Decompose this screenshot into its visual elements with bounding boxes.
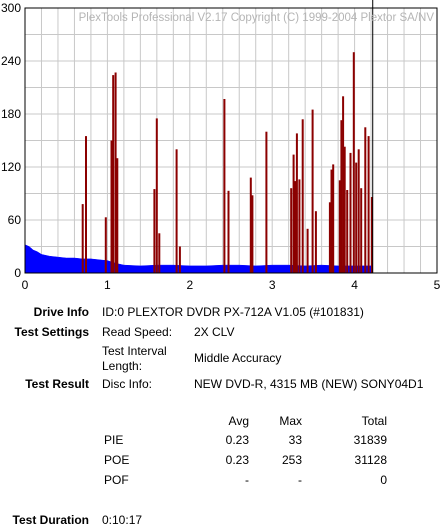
disc-info-value: NEW DVD-R, 4315 MB (NEW) SONY04D1 xyxy=(194,377,424,391)
poe-bar xyxy=(249,177,252,273)
row-pof-max: - xyxy=(298,473,302,487)
row-pie-name: PIE xyxy=(104,433,124,447)
x-tick-label: 0 xyxy=(22,278,29,292)
y-tick-label: 120 xyxy=(1,160,21,174)
row-pof-total: 0 xyxy=(380,473,387,487)
disc-info-label: Disc Info: xyxy=(102,377,153,391)
poe-bar xyxy=(314,211,317,273)
read-speed-value: 2X CLV xyxy=(194,325,235,339)
poe-bar xyxy=(352,52,355,274)
poe-bar xyxy=(343,146,346,273)
x-tick-label: 4 xyxy=(351,278,358,292)
poe-bar xyxy=(357,149,360,273)
chart-watermark: PlexTools Professional V2.17 Copyright (… xyxy=(79,12,435,24)
poe-bar xyxy=(328,202,331,273)
poe-bar xyxy=(360,188,363,273)
y-tick-label: 60 xyxy=(8,213,22,227)
poe-bar xyxy=(223,99,226,273)
poe-bar xyxy=(114,72,117,273)
poe-bar xyxy=(370,197,373,273)
test-duration-label: Test Duration xyxy=(12,513,89,527)
y-tick-label: 240 xyxy=(1,54,21,68)
test-interval-value: Middle Accuracy xyxy=(194,351,282,365)
poe-bar xyxy=(227,190,230,273)
poe-bar xyxy=(251,195,254,273)
x-tick-label: 3 xyxy=(269,278,276,292)
row-poe-max: 253 xyxy=(281,453,302,467)
y-tick-label: 180 xyxy=(1,107,21,121)
col-header-max: Max xyxy=(279,414,302,428)
row-pie-total: 31839 xyxy=(353,433,387,447)
poe-bar xyxy=(346,190,349,273)
poe-bar xyxy=(81,204,84,273)
row-pie-avg: 0.23 xyxy=(225,433,249,447)
poe-bar xyxy=(330,169,333,273)
poe-bar xyxy=(295,133,298,273)
y-tick-label: 300 xyxy=(1,1,21,15)
poe-bar xyxy=(153,189,156,273)
poe-bar xyxy=(178,246,181,273)
poe-bar xyxy=(349,152,352,273)
test-duration-value: 0:10:17 xyxy=(102,513,143,527)
row-pie-max: 33 xyxy=(288,433,302,447)
test-interval-label-line2: Length: xyxy=(102,359,143,373)
poe-bar xyxy=(367,136,370,273)
row-poe-avg: 0.23 xyxy=(225,453,249,467)
poe-bar xyxy=(301,119,304,273)
col-header-avg: Avg xyxy=(228,414,249,428)
x-tick-label: 1 xyxy=(104,278,111,292)
poe-bar xyxy=(355,162,358,273)
poe-bar xyxy=(292,154,295,273)
test-interval-label-line1: Test Interval xyxy=(102,344,167,358)
x-tick-label: 5 xyxy=(434,278,441,292)
poe-bar xyxy=(364,127,367,274)
scan-chart: PlexTools Professional V2.17 Copyright (… xyxy=(1,0,441,292)
poe-bar xyxy=(265,131,268,273)
row-poe-total: 31128 xyxy=(354,453,387,467)
y-tick-label: 0 xyxy=(14,266,21,280)
poe-bar xyxy=(311,109,314,273)
test-result-label: Test Result xyxy=(25,377,89,391)
poe-bar xyxy=(340,120,343,273)
y-tick-labels: 0 60 120 180 240 300 xyxy=(1,1,21,280)
poe-bar xyxy=(332,164,335,273)
x-tick-labels: 0 1 2 3 4 5 xyxy=(22,278,441,292)
x-tick-label: 2 xyxy=(186,278,193,292)
drive-info-value: ID:0 PLEXTOR DVDR PX-712A V1.05 (#101831… xyxy=(102,305,364,319)
poe-bar xyxy=(155,118,158,274)
poe-bar xyxy=(116,158,119,273)
poe-bar xyxy=(338,180,341,274)
read-speed-label: Read Speed: xyxy=(102,325,173,339)
poe-bar xyxy=(175,149,178,273)
poe-bar xyxy=(298,179,301,273)
poe-bar xyxy=(104,217,107,273)
drive-info-label: Drive Info xyxy=(33,305,89,319)
col-header-total: Total xyxy=(361,414,387,428)
poe-bar xyxy=(290,188,293,273)
poe-bar xyxy=(112,75,115,273)
poe-bar xyxy=(294,181,297,273)
row-pof-name: POF xyxy=(104,473,129,487)
poe-bar xyxy=(342,96,345,273)
pie-series xyxy=(24,244,373,274)
poe-bar xyxy=(85,136,87,273)
test-settings-label: Test Settings xyxy=(14,325,89,339)
pie-area xyxy=(24,244,373,274)
plot-frame xyxy=(24,7,438,274)
poe-bar xyxy=(306,228,309,273)
poe-bar xyxy=(110,140,113,273)
row-pof-avg: - xyxy=(245,473,249,487)
poe-bar xyxy=(158,233,161,274)
row-poe-name: POE xyxy=(104,453,130,467)
poe-series xyxy=(81,52,373,274)
